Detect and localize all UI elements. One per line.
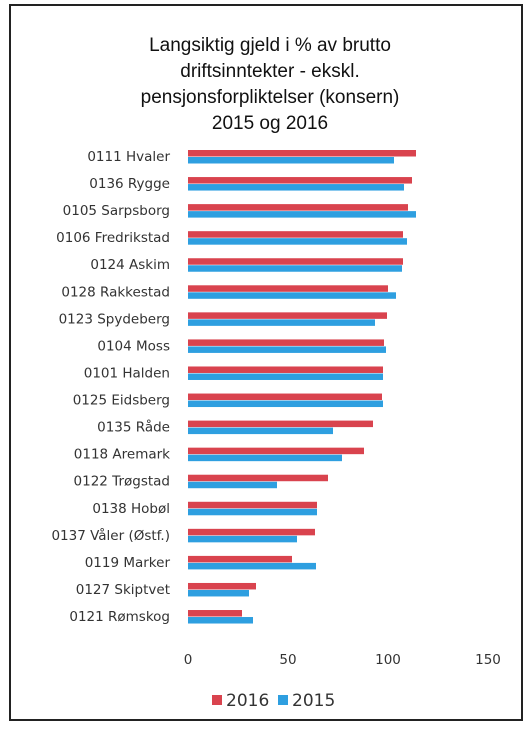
- y-tick-label: 0136 Rygge: [89, 176, 170, 192]
- y-tick-label: 0121 Rømskog: [69, 609, 170, 625]
- y-tick-label: 0104 Moss: [97, 338, 170, 354]
- bar: [188, 555, 292, 563]
- y-tick-label: 0127 Skiptvet: [76, 582, 170, 598]
- bar: [188, 265, 402, 272]
- legend-label: 2016: [226, 691, 269, 711]
- legend-label: 2015: [292, 691, 335, 711]
- y-tick-label: 0138 Hobøl: [92, 501, 170, 517]
- bar: [188, 184, 404, 191]
- bar: [188, 204, 408, 211]
- bar: [188, 238, 407, 245]
- y-tick-label: 0137 Våler (Østf.): [51, 527, 170, 544]
- bar: [188, 427, 333, 435]
- bar: [188, 393, 382, 401]
- y-tick-label: 0135 Råde: [97, 419, 170, 436]
- bar: [188, 373, 383, 380]
- y-tick-label: 0119 Marker: [85, 555, 171, 571]
- bar: [188, 501, 317, 509]
- y-tick-label: 0101 Halden: [84, 365, 170, 381]
- y-tick-label: 0123 Spydeberg: [59, 311, 170, 327]
- bar: [188, 211, 416, 218]
- y-tick-label: 0105 Sarpsborg: [63, 203, 170, 219]
- chart-title: pensjonsforpliktelser (konsern): [141, 87, 400, 108]
- bar: [188, 312, 387, 319]
- bar: [188, 582, 256, 590]
- bar: [188, 617, 253, 624]
- bar: [188, 474, 328, 482]
- bar: [188, 150, 416, 157]
- bar: [188, 292, 396, 299]
- bar: [188, 454, 342, 462]
- x-tick-label: 100: [375, 652, 401, 668]
- chart-title: driftsinntekter - ekskl.: [180, 61, 360, 82]
- y-tick-label: 0128 Rakkestad: [61, 284, 170, 300]
- frame: [9, 4, 523, 721]
- bar: [188, 508, 317, 516]
- legend-swatch: [278, 695, 288, 705]
- bar: [188, 157, 394, 164]
- legend-swatch: [212, 695, 222, 705]
- y-tick-label: 0106 Fredrikstad: [56, 230, 170, 246]
- bar: [188, 420, 373, 428]
- bar: [188, 400, 383, 408]
- bar: [188, 562, 316, 570]
- bar: [188, 481, 277, 489]
- bar: [188, 177, 412, 184]
- bar: [188, 231, 403, 238]
- bar: [188, 535, 297, 543]
- x-tick-label: 0: [184, 652, 193, 668]
- bar: [188, 346, 386, 353]
- chart-title: 2015 og 2016: [212, 113, 328, 134]
- bar: [188, 528, 315, 536]
- y-tick-label: 0118 Aremark: [74, 447, 170, 463]
- bar: [188, 258, 403, 265]
- bar: [188, 319, 375, 326]
- x-tick-label: 50: [279, 652, 296, 668]
- x-tick-label: 150: [475, 652, 501, 668]
- bar: [188, 339, 384, 346]
- y-tick-label: 0122 Trøgstad: [74, 474, 170, 490]
- y-tick-label: 0124 Askim: [90, 257, 170, 273]
- bar: [188, 589, 249, 597]
- chart-title: Langsiktig gjeld i % av brutto: [149, 35, 391, 56]
- y-tick-label: 0125 Eidsberg: [73, 393, 170, 409]
- bar: [188, 285, 388, 292]
- bar: [188, 366, 383, 373]
- y-tick-label: 0111 Hvaler: [87, 149, 170, 165]
- bar: [188, 447, 364, 455]
- bar: [188, 610, 242, 617]
